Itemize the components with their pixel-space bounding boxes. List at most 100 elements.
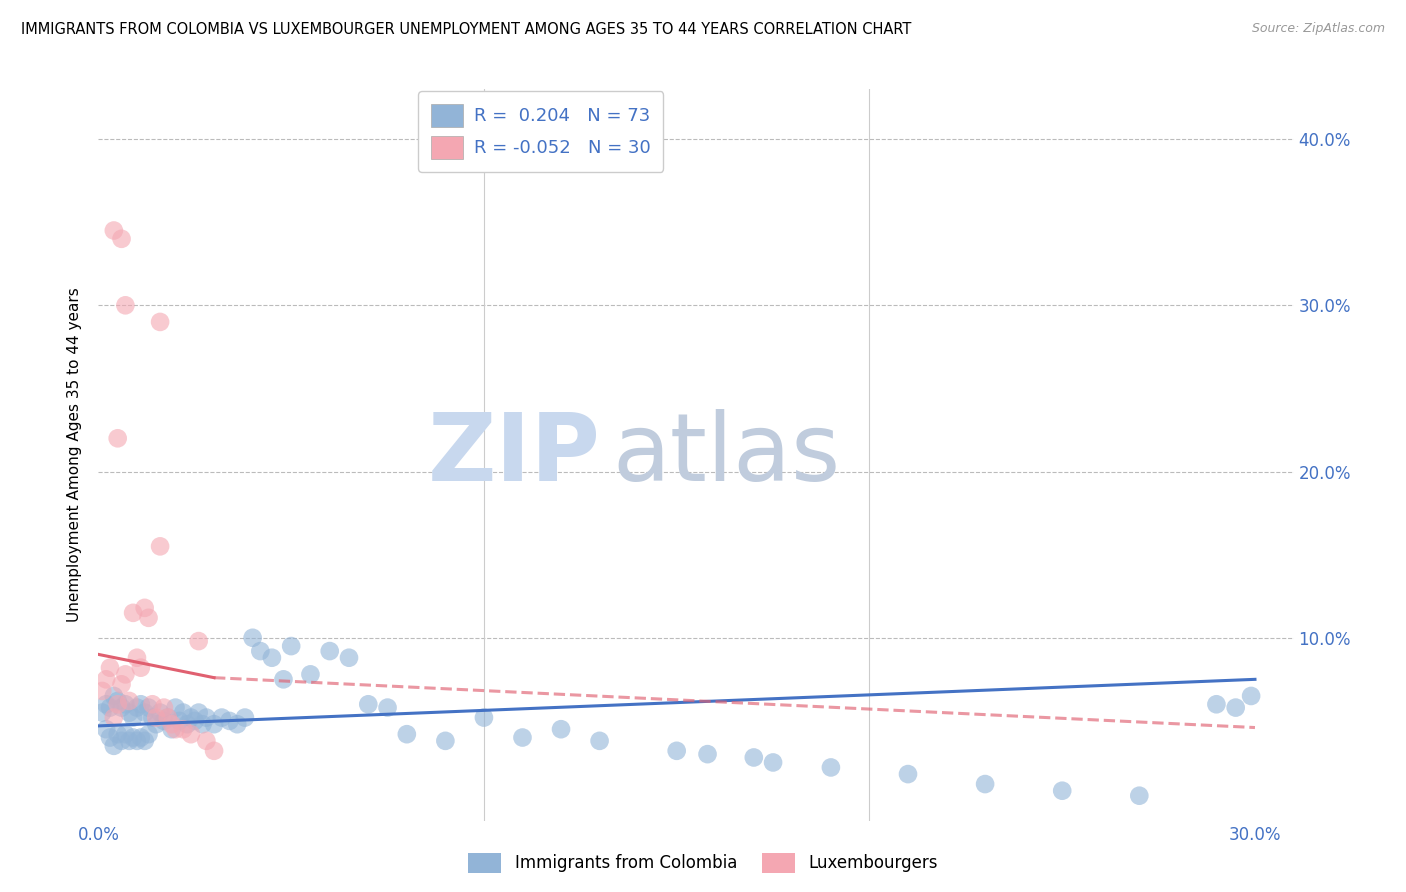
Point (1240, 689, 1263, 703)
Point (153, 714, 176, 728)
Point (129, 661, 152, 675)
Point (110, 677, 132, 691)
Point (110, 700, 132, 714)
Point (114, 298, 136, 312)
Point (98, 661, 121, 675)
Point (134, 734, 156, 748)
Legend: Immigrants from Colombia, Luxembourgers: Immigrants from Colombia, Luxembourgers (461, 847, 945, 880)
Point (260, 650, 283, 665)
Point (160, 717, 183, 731)
Point (184, 714, 207, 728)
Point (974, 777, 997, 791)
Point (149, 315, 172, 329)
Point (156, 710, 179, 724)
Point (149, 706, 172, 720)
Point (195, 710, 218, 724)
Point (145, 717, 167, 731)
Point (897, 767, 920, 781)
Point (165, 700, 187, 714)
Point (138, 727, 160, 741)
Point (103, 710, 125, 724)
Legend: R =  0.204   N = 73, R = -0.052   N = 30: R = 0.204 N = 73, R = -0.052 N = 30 (418, 91, 664, 171)
Point (1050, 783, 1073, 797)
Y-axis label: Unemployment Among Ages 35 to 44 years: Unemployment Among Ages 35 to 44 years (67, 287, 83, 623)
Text: IMMIGRANTS FROM COLOMBIA VS LUXEMBOURGER UNEMPLOYMENT AMONG AGES 35 TO 44 YEARS : IMMIGRANTS FROM COLOMBIA VS LUXEMBOURGER… (21, 22, 911, 37)
Point (249, 644, 271, 658)
Point (180, 727, 202, 741)
Point (588, 734, 610, 748)
Point (125, 734, 148, 748)
Point (107, 694, 129, 708)
Point (153, 700, 176, 714)
Point (169, 714, 191, 728)
Point (94, 698, 117, 712)
Point (696, 747, 718, 761)
Point (172, 706, 194, 720)
Point (377, 700, 399, 714)
Point (122, 710, 145, 724)
Point (114, 727, 136, 741)
Point (762, 756, 785, 770)
Point (98, 700, 121, 714)
Point (118, 734, 141, 748)
Point (742, 750, 765, 764)
Point (107, 727, 129, 741)
Point (512, 731, 534, 745)
Point (94, 723, 117, 737)
Point (141, 698, 163, 712)
Point (1205, 698, 1227, 712)
Point (125, 650, 148, 665)
Point (107, 431, 129, 445)
Point (94, 673, 117, 687)
Point (138, 700, 160, 714)
Point (1128, 789, 1150, 803)
Point (820, 760, 842, 774)
Point (103, 739, 125, 753)
Point (118, 694, 141, 708)
Point (233, 710, 256, 724)
Point (103, 689, 125, 703)
Point (187, 634, 209, 648)
Point (472, 710, 495, 724)
Point (103, 223, 125, 237)
Point (434, 734, 457, 748)
Point (357, 698, 380, 712)
Point (665, 744, 688, 758)
Point (122, 606, 145, 620)
Point (218, 714, 240, 728)
Point (98, 731, 121, 745)
Point (134, 706, 156, 720)
Point (149, 539, 172, 553)
Point (202, 717, 225, 731)
Point (242, 631, 264, 645)
Point (160, 723, 183, 737)
Point (110, 734, 132, 748)
Point (319, 644, 342, 658)
Point (138, 611, 160, 625)
Point (129, 731, 152, 745)
Point (191, 717, 214, 731)
Point (165, 723, 187, 737)
Text: atlas: atlas (613, 409, 841, 501)
Point (156, 710, 179, 724)
Point (122, 731, 145, 745)
Point (299, 667, 322, 681)
Point (114, 698, 136, 712)
Point (180, 710, 202, 724)
Point (118, 706, 141, 720)
Point (91, 684, 114, 698)
Point (114, 667, 136, 681)
Point (202, 744, 225, 758)
Point (172, 723, 194, 737)
Point (141, 710, 163, 724)
Point (550, 723, 572, 737)
Point (176, 717, 198, 731)
Point (91, 706, 114, 720)
Point (1225, 700, 1247, 714)
Point (337, 650, 360, 665)
Point (125, 700, 148, 714)
Point (110, 232, 132, 246)
Point (107, 698, 129, 712)
Text: Source: ZipAtlas.com: Source: ZipAtlas.com (1251, 22, 1385, 36)
Point (226, 717, 249, 731)
